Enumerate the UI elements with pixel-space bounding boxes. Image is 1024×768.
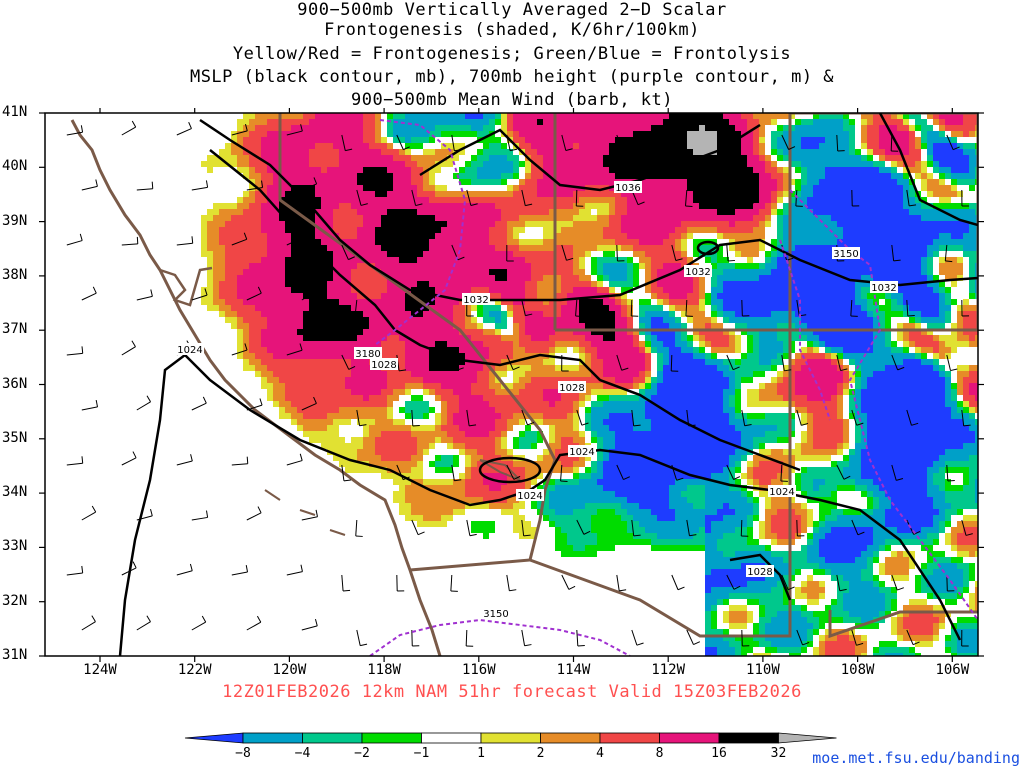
longitude-label: 114W [556,662,591,678]
title-line-1: 900−500mb Vertically Averaged 2−D Scalar [297,0,727,20]
latitude-label: 32N [2,592,28,609]
colorbar-segment [778,732,837,744]
colorbar-label: −4 [294,746,311,761]
colorbar-label: −8 [235,746,251,761]
colorbar-segment [242,732,303,744]
longitude-label: 118W [367,662,401,678]
colorbar-segment [540,732,601,744]
title-line-3: Yellow/Red = Frontogenesis; Green/Blue =… [232,44,792,64]
axis-ticks [39,108,984,662]
latitude-label: 35N [2,429,28,446]
latitude-label: 36N [2,375,28,392]
longitude-label: 116W [461,662,496,678]
mslp-label: 1028 [558,381,586,394]
mslp-label: 1036 [614,181,642,194]
colorbar-segment [361,732,422,744]
latitude-label: 40N [2,158,28,175]
latitude-label: 31N [2,647,28,663]
longitude-label: 106W [935,662,970,678]
colorbar-segment [480,732,541,744]
colorbar-label: 8 [655,746,664,761]
colorbar-label: 32 [770,746,787,761]
longitude-label: 110W [746,662,780,678]
longitude-label: 112W [651,662,686,678]
mslp-label: 1028 [370,358,398,371]
colorbar-label: 1 [477,746,485,761]
mslp-label: 1024 [768,485,796,498]
colorbar-label: −2 [354,746,370,761]
longitude-label: 124W [83,662,117,678]
longitude-label: 122W [177,662,212,678]
colorbar-label: 2 [536,746,545,761]
colorbar [184,732,837,744]
height-label: 3180 [354,347,382,360]
height-label: 3150 [482,607,510,620]
credit-link[interactable]: moe.met.fsu.edu/banding [812,749,1020,767]
colorbar-segment [659,732,720,744]
longitude-label: 108W [840,662,875,678]
mslp-label: 1032 [462,293,490,306]
longitude-label: 120W [272,662,307,678]
title-line-5: 900−500mb Mean Wind (barb, kt) [350,90,674,110]
colorbar-segment [302,732,363,744]
latitude-label: 33N [2,538,28,555]
forecast-valid-line: 12Z01FEB2026 12km NAM 51hr forecast Vali… [222,682,802,702]
latitude-label: 38N [2,266,28,283]
mslp-label: 1024 [516,489,544,502]
mslp-label: 1032 [684,265,712,278]
colorbar-label: −1 [413,746,430,761]
colorbar-label: 4 [596,746,604,761]
mslp-label: 1028 [746,565,774,578]
colorbar-segment [421,732,482,744]
mslp-label: 1024 [568,445,596,458]
latitude-label: 37N [2,321,28,338]
latitude-label: 41N [2,104,28,120]
latitude-label: 34N [2,484,28,501]
colorbar-segment [184,732,244,744]
latitude-label: 39N [2,212,28,229]
height-contours [369,119,978,656]
frontogenesis-shading [201,113,978,656]
title-line-4: MSLP (black contour, mb), 700mb height (… [189,67,835,87]
contour-labels: 1036 1032 1032 1032 1028 1028 1024 1024 1024 1024… [176,181,898,620]
title-line-2: Frontogenesis (shaded, K/6hr/100km) [324,20,700,40]
colorbar-segment [718,732,779,744]
mslp-label: 1032 [870,281,898,294]
colorbar-segment [599,732,660,744]
mslp-label: 1024 [176,343,204,356]
state-borders [70,113,978,656]
colorbar-label: 16 [711,746,727,761]
height-label: 3150 [832,247,860,260]
